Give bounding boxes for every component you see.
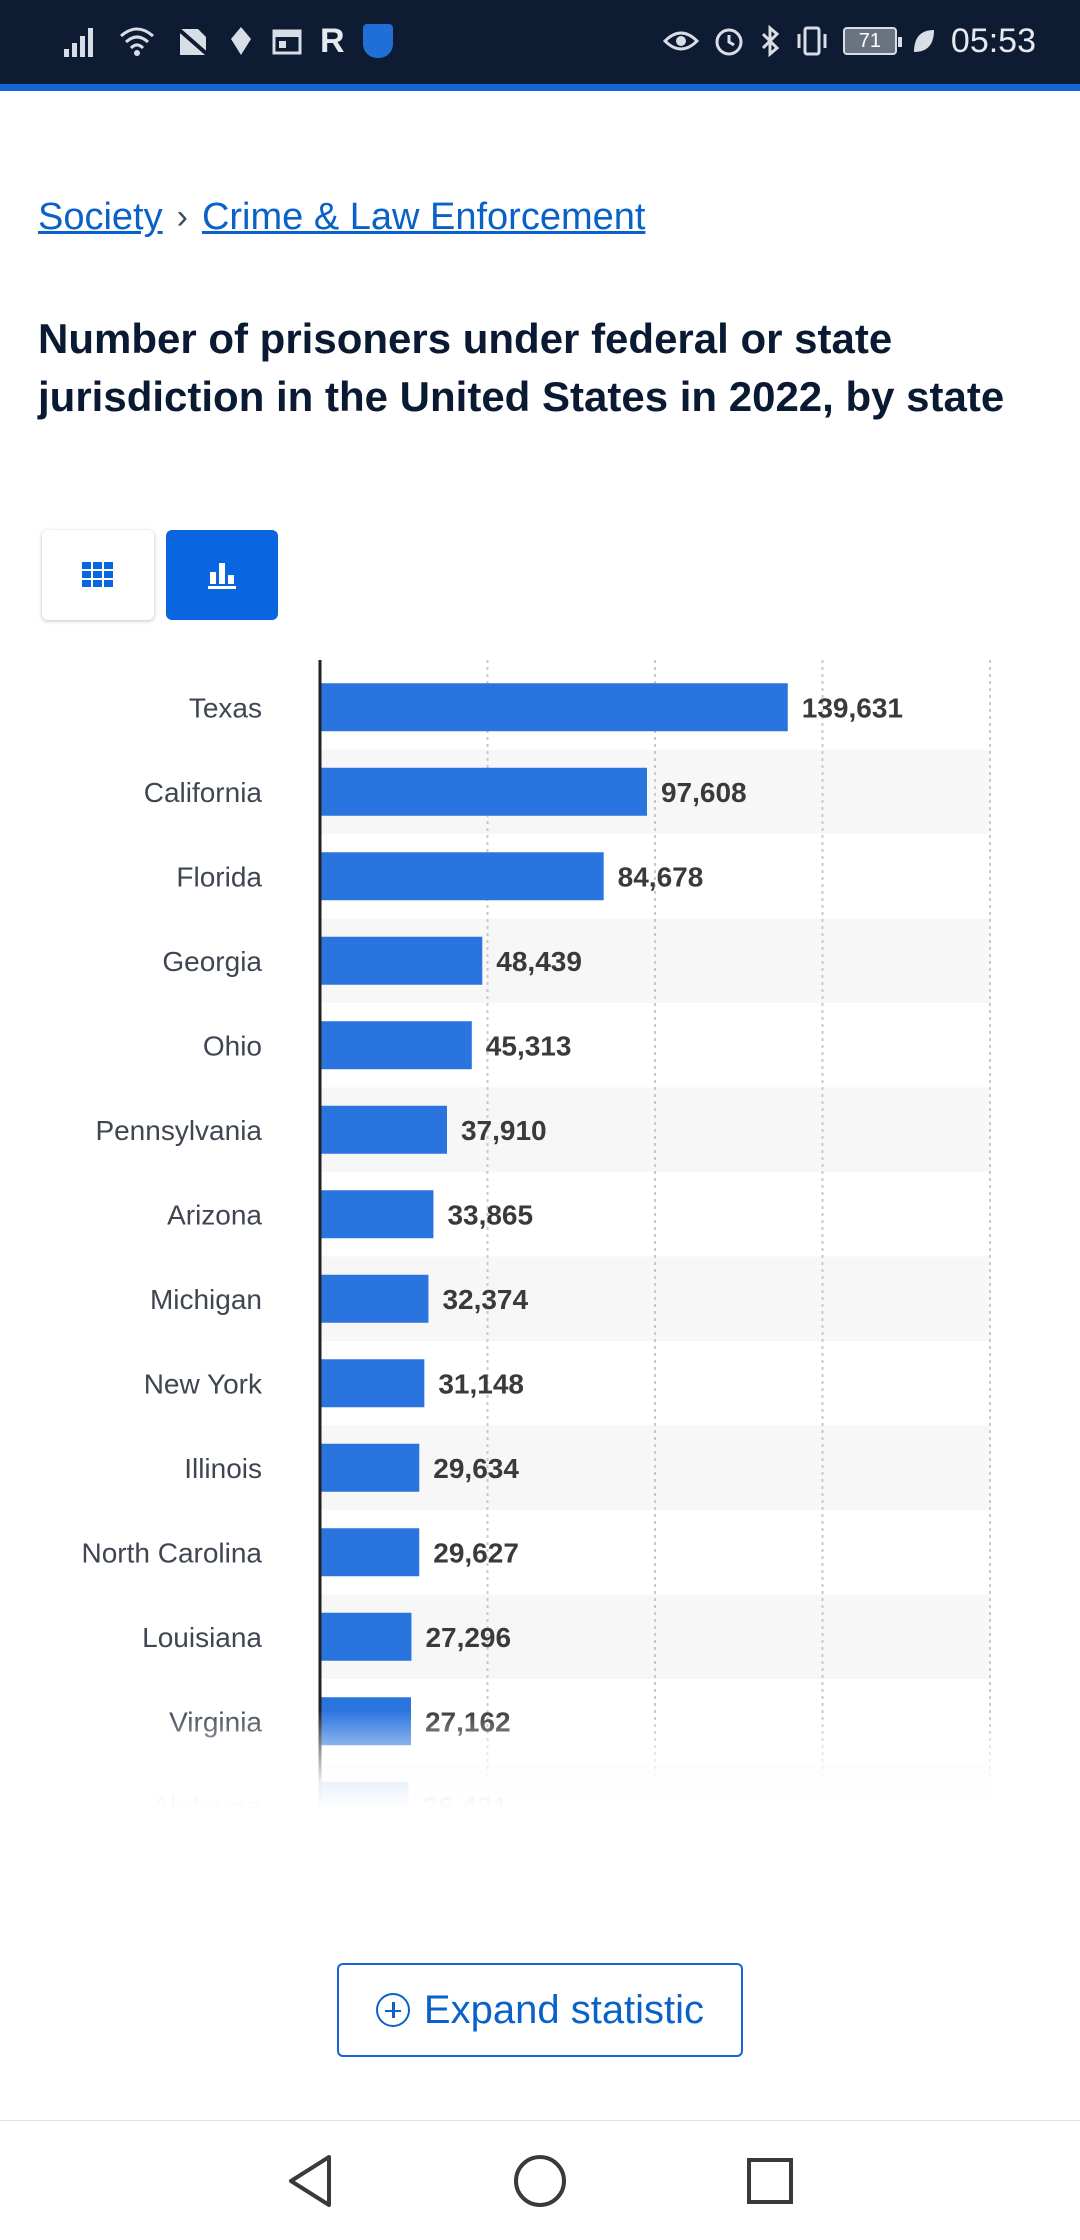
breadcrumb-separator: › xyxy=(176,198,188,236)
chart-category-label: Florida xyxy=(176,861,262,892)
chart-value-label: 31,148 xyxy=(438,1368,524,1399)
plus-circle-icon xyxy=(375,1993,410,2027)
chart-category-label: Georgia xyxy=(162,946,262,977)
chart-category-label: Louisiana xyxy=(142,1622,262,1653)
status-bar-right-icons: 71 05:53 xyxy=(662,18,1036,64)
chart-value-label: 84,678 xyxy=(618,861,704,892)
signal-icon xyxy=(64,28,93,57)
chart-bar xyxy=(320,1190,434,1239)
home-button[interactable] xyxy=(508,2149,572,2213)
chart-category-label: Arizona xyxy=(167,1199,262,1230)
chart-bar xyxy=(320,1021,472,1070)
expand-statistic-button[interactable]: Expand statistic xyxy=(337,1963,743,2057)
chart-bar xyxy=(320,1528,420,1577)
bar-chart: Texas 139,631 California 97,608 Florida 84,67… xyxy=(0,660,1080,1810)
table-view-button[interactable] xyxy=(42,530,154,620)
chart-category-label: Pennsylvania xyxy=(95,1115,262,1146)
chart-category-label: North Carolina xyxy=(81,1537,262,1568)
chart-value-label: 29,634 xyxy=(433,1453,519,1484)
chart-row-band xyxy=(320,1594,990,1679)
recents-icon xyxy=(747,2158,793,2204)
leaf-icon xyxy=(913,30,934,52)
chart-category-label: Michigan xyxy=(150,1284,262,1315)
clock: 05:53 xyxy=(950,21,1036,60)
chart-category-label: California xyxy=(144,777,263,808)
bluetooth-icon xyxy=(761,25,780,57)
chart-value-label: 29,627 xyxy=(433,1537,519,1568)
chart-value-label: 139,631 xyxy=(802,692,903,723)
chart-bar xyxy=(320,936,483,985)
vibrate-icon xyxy=(797,26,827,56)
grid-icon xyxy=(82,562,113,587)
chart-value-label: 32,374 xyxy=(442,1284,528,1315)
chart-value-label: 33,865 xyxy=(447,1199,533,1230)
chart-bar xyxy=(320,852,604,901)
no-sim-icon xyxy=(174,25,210,57)
wifi-icon xyxy=(120,27,154,56)
chart-category-label: New York xyxy=(144,1368,263,1399)
breadcrumb-society[interactable]: Society xyxy=(38,196,163,238)
chart-fade-overlay xyxy=(0,1710,1080,1810)
status-bar: R 71 05:53 xyxy=(0,0,1080,84)
battery-icon: 71 xyxy=(842,27,902,55)
calendar-icon xyxy=(272,29,302,55)
chart-bar xyxy=(320,1274,429,1323)
expand-statistic-label: Expand statistic xyxy=(423,1987,705,2032)
back-button[interactable] xyxy=(278,2149,342,2213)
chart-bar xyxy=(320,1612,412,1661)
chart-view-button[interactable] xyxy=(166,530,278,620)
home-icon xyxy=(514,2155,566,2207)
bar-chart-icon xyxy=(208,563,236,589)
header-accent-rule xyxy=(0,84,1080,91)
page-title: Number of prisoners under federal or sta… xyxy=(38,315,1005,420)
chart-bar xyxy=(320,1359,425,1408)
chart-value-label: 27,296 xyxy=(425,1622,511,1653)
r-app-icon: R xyxy=(320,21,345,60)
chart-category-label: Illinois xyxy=(184,1453,262,1484)
chart-bar xyxy=(320,767,647,816)
navigation-bar xyxy=(0,2120,1080,2240)
bar-chart-svg: Texas 139,631 California 97,608 Florida 84,67… xyxy=(81,660,991,1810)
back-icon xyxy=(289,2155,331,2207)
chart-bar xyxy=(320,683,788,732)
breadcrumb: Society › Crime & Law Enforcement xyxy=(38,196,645,239)
chart-value-label: 37,910 xyxy=(461,1115,547,1146)
chart-bar xyxy=(320,1105,447,1154)
chart-category-label: Texas xyxy=(189,692,262,723)
recents-button[interactable] xyxy=(738,2149,802,2213)
chart-category-label: Ohio xyxy=(203,1030,262,1061)
alarm-icon xyxy=(715,28,743,56)
location-icon xyxy=(231,27,251,55)
breadcrumb-crime-law-enforcement[interactable]: Crime & Law Enforcement xyxy=(201,196,646,238)
chart-value-label: 45,313 xyxy=(486,1030,572,1061)
shield-app-icon xyxy=(362,24,393,58)
chart-value-label: 48,439 xyxy=(496,946,582,977)
status-bar-left-icons: R xyxy=(62,18,393,64)
chart-bar xyxy=(320,1443,420,1492)
chart-value-label: 97,608 xyxy=(661,777,747,808)
eye-icon xyxy=(662,31,699,51)
